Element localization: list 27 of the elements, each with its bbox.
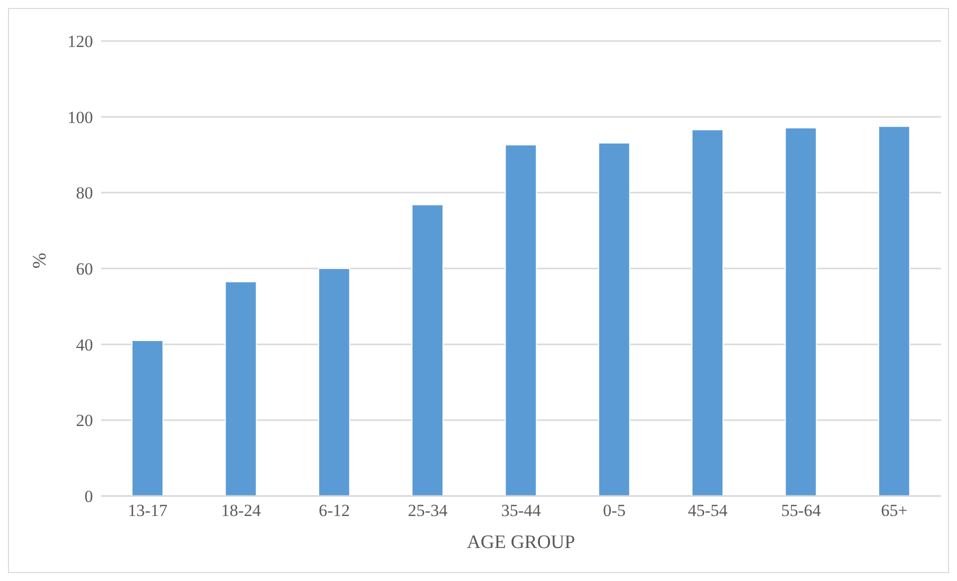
bar — [318, 268, 350, 496]
bar — [598, 142, 630, 496]
bar — [132, 340, 164, 496]
x-tick-label: 25-34 — [408, 501, 448, 520]
x-tick-label: 45-54 — [688, 501, 728, 520]
y-tick-label: 120 — [68, 32, 93, 52]
y-tick-label: 100 — [68, 108, 93, 127]
bar — [692, 129, 724, 496]
x-tick-label: 0-5 — [602, 501, 626, 520]
y-tick-label: 0 — [84, 487, 93, 506]
x-tick-label: 65+ — [881, 501, 908, 520]
x-tick-label: 6-12 — [318, 501, 350, 520]
y-tick-label: 60 — [76, 260, 93, 279]
x-tick-label: 55-64 — [781, 501, 822, 520]
x-tick-label: 35-44 — [501, 501, 542, 520]
bar — [224, 281, 257, 496]
bar — [784, 127, 817, 496]
bar — [878, 126, 910, 496]
y-tick-label: 80 — [76, 184, 93, 203]
y-tick-label: 40 — [76, 335, 93, 354]
x-tick-label: 13-17 — [128, 501, 168, 520]
y-tick-label: 20 — [76, 411, 93, 430]
bar — [504, 144, 537, 496]
x-axis-title: AGE GROUP — [466, 532, 576, 553]
bar — [412, 204, 444, 496]
y-axis-title: % — [30, 252, 51, 268]
x-tick-label: 18-24 — [221, 501, 262, 520]
